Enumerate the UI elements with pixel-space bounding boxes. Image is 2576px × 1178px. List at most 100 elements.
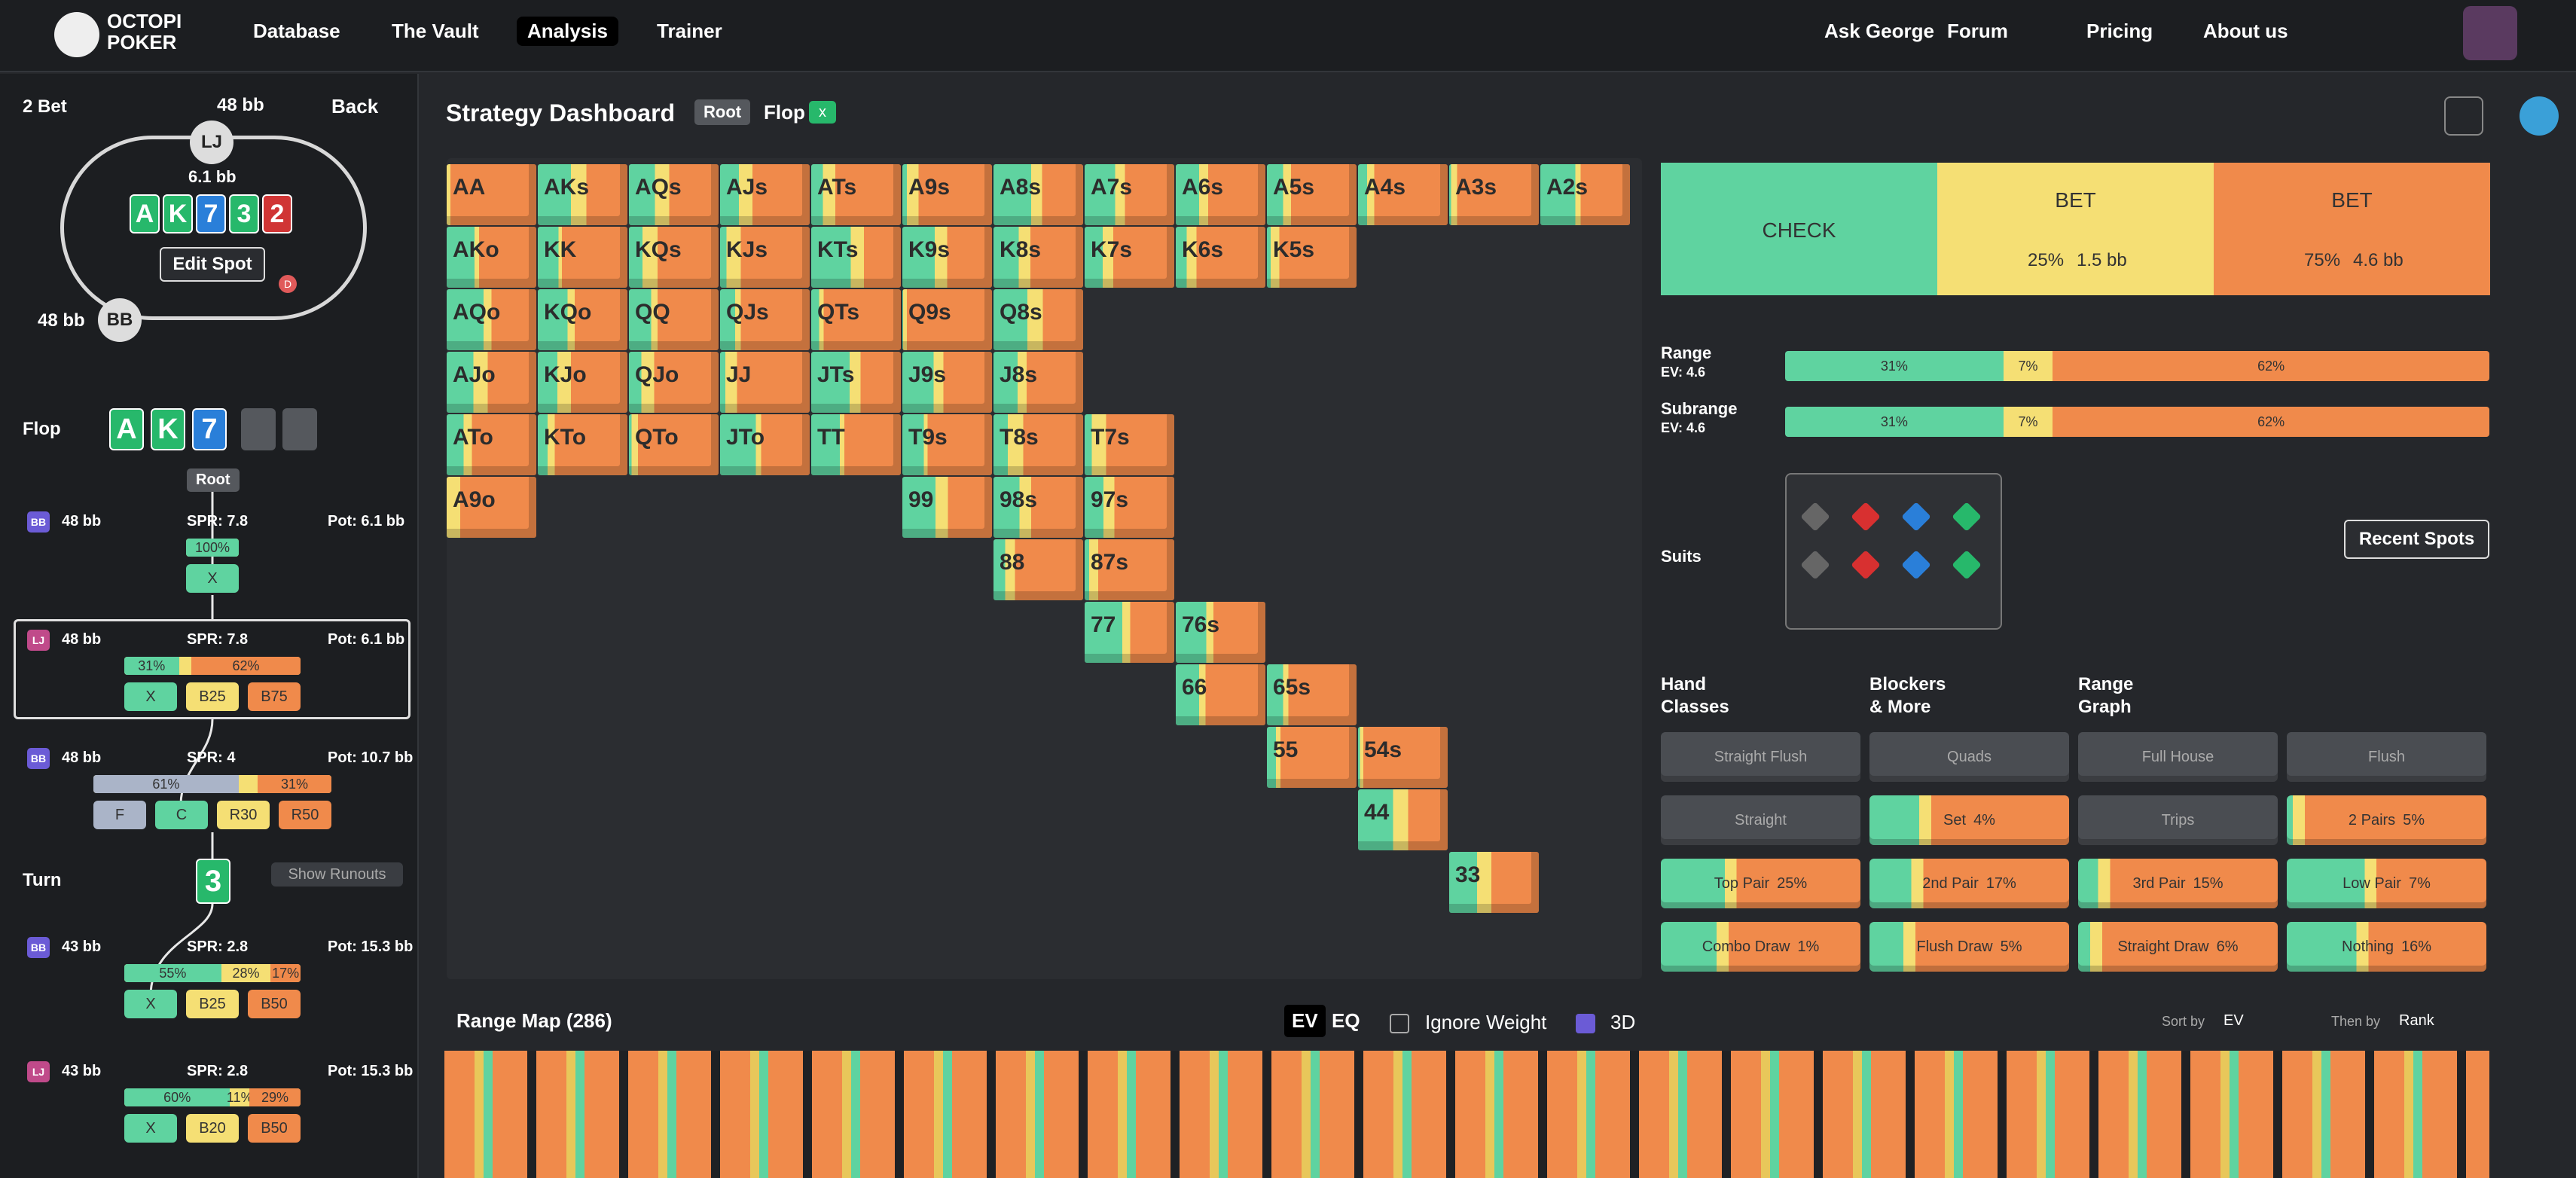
recent-spots-button[interactable]: Recent Spots <box>2344 520 2489 559</box>
hand-cell[interactable]: KQs <box>629 227 719 288</box>
class-button[interactable]: 2nd Pair 17% <box>1869 859 2069 908</box>
hand-cell[interactable]: 33 <box>1449 852 1539 913</box>
hand-cell[interactable]: TT <box>811 414 901 475</box>
action-button[interactable]: X <box>186 564 239 593</box>
action-button[interactable]: B25 <box>186 682 239 711</box>
hand-cell[interactable]: A3s <box>1449 164 1539 225</box>
hand-cell[interactable]: 98s <box>993 477 1083 538</box>
hand-cell[interactable]: K7s <box>1085 227 1174 288</box>
action-button[interactable]: C <box>155 801 208 829</box>
class-button[interactable]: 3rd Pair 15% <box>2078 859 2278 908</box>
hand-cell[interactable]: A2s <box>1540 164 1630 225</box>
nav-link[interactable]: Forum <box>1947 20 2008 42</box>
hand-cell[interactable]: K5s <box>1267 227 1357 288</box>
user-icon[interactable] <box>2520 96 2559 136</box>
action-button[interactable]: R50 <box>279 801 331 829</box>
hand-cell[interactable]: QTs <box>811 289 901 350</box>
hand-cell[interactable]: A5s <box>1267 164 1357 225</box>
hand-cell[interactable]: A9o <box>447 477 536 538</box>
hand-cell[interactable]: KTo <box>538 414 627 475</box>
hand-cell[interactable]: 66 <box>1176 664 1265 725</box>
class-button[interactable]: 2 Pairs 5% <box>2287 795 2486 845</box>
nav-link[interactable]: About us <box>2203 20 2288 42</box>
hand-cell[interactable]: Q9s <box>902 289 992 350</box>
class-button[interactable]: Top Pair 25% <box>1661 859 1860 908</box>
hand-cell[interactable]: A4s <box>1358 164 1448 225</box>
hand-cell[interactable]: 76s <box>1176 602 1265 663</box>
hand-cell[interactable]: AKo <box>447 227 536 288</box>
crumb[interactable]: Root <box>694 99 751 125</box>
class-tab[interactable]: Classes <box>1661 697 1729 717</box>
hand-cell[interactable]: QTo <box>629 414 719 475</box>
selected-node[interactable] <box>14 619 411 719</box>
show-runouts-button[interactable]: Show Runouts <box>271 862 403 887</box>
hand-cell[interactable]: KK <box>538 227 627 288</box>
hand-cell[interactable]: A8s <box>993 164 1083 225</box>
action-button[interactable]: B75 <box>248 682 301 711</box>
class-tab[interactable]: Graph <box>2078 697 2132 717</box>
class-tab[interactable]: Blockers <box>1869 674 1946 694</box>
nav-link[interactable]: Ask George <box>1824 20 1934 42</box>
hand-cell[interactable]: QJs <box>720 289 810 350</box>
hand-cell[interactable]: T9s <box>902 414 992 475</box>
action-button[interactable]: X <box>124 990 177 1018</box>
action-box[interactable] <box>1661 163 1937 295</box>
class-button[interactable]: Low Pair 7% <box>2287 859 2486 908</box>
hand-cell[interactable]: 44 <box>1358 789 1448 850</box>
hand-cell[interactable]: KTs <box>811 227 901 288</box>
class-tab[interactable]: Hand <box>1661 674 1706 694</box>
suits-box[interactable] <box>1785 473 2002 630</box>
hand-cell[interactable]: A9s <box>902 164 992 225</box>
class-tab[interactable]: Range <box>2078 674 2134 694</box>
action-button[interactable]: B20 <box>186 1114 239 1143</box>
hand-cell[interactable]: 55 <box>1267 727 1357 788</box>
range-map-title[interactable]: Range Map (286) <box>456 1009 612 1032</box>
hand-cell[interactable]: Q8s <box>993 289 1083 350</box>
hand-cell[interactable]: KQo <box>538 289 627 350</box>
action-button[interactable]: R30 <box>217 801 270 829</box>
class-button[interactable]: Straight <box>1661 795 1860 845</box>
hand-cell[interactable]: K8s <box>993 227 1083 288</box>
action-button[interactable]: B50 <box>248 990 301 1018</box>
nav-link[interactable]: Trainer <box>657 20 722 42</box>
hand-cell[interactable]: J9s <box>902 352 992 413</box>
hand-cell[interactable]: AJo <box>447 352 536 413</box>
avatar[interactable] <box>2463 6 2517 60</box>
hand-cell[interactable]: AA <box>447 164 536 225</box>
nav-link[interactable]: The Vault <box>392 20 479 42</box>
hand-cell[interactable]: K9s <box>902 227 992 288</box>
action-button[interactable]: B25 <box>186 990 239 1018</box>
toggle[interactable]: EQ <box>1332 1009 1360 1032</box>
action-box[interactable] <box>2214 163 2490 295</box>
hand-cell[interactable]: J8s <box>993 352 1083 413</box>
nav-link[interactable]: Analysis <box>517 17 618 46</box>
hand-cell[interactable]: K6s <box>1176 227 1265 288</box>
hand-cell[interactable]: JJ <box>720 352 810 413</box>
action-box[interactable] <box>1937 163 2214 295</box>
class-button[interactable]: Trips <box>2078 795 2278 845</box>
action-button[interactable]: X <box>124 1114 177 1143</box>
hand-cell[interactable]: JTo <box>720 414 810 475</box>
class-button[interactable]: Straight Draw 6% <box>2078 922 2278 972</box>
hand-cell[interactable]: JTs <box>811 352 901 413</box>
nav-link[interactable]: Database <box>253 20 340 42</box>
class-button[interactable]: Flush <box>2287 732 2486 782</box>
street-dropdown[interactable]: Flop <box>23 419 61 439</box>
class-tab[interactable]: & More <box>1869 697 1931 717</box>
hand-cell[interactable]: 54s <box>1358 727 1448 788</box>
hand-cell[interactable]: 88 <box>993 539 1083 600</box>
action-button[interactable]: X <box>124 682 177 711</box>
class-button[interactable]: Set 4% <box>1869 795 2069 845</box>
crumb[interactable]: Flop <box>764 101 805 124</box>
refresh-button[interactable] <box>2444 96 2483 136</box>
class-button[interactable]: Quads <box>1869 732 2069 782</box>
hand-cell[interactable]: QJo <box>629 352 719 413</box>
nav-link[interactable]: Pricing <box>2086 20 2153 42</box>
logo-icon[interactable] <box>54 12 99 57</box>
toggle[interactable]: EV <box>1284 1005 1326 1037</box>
hand-cell[interactable]: AQo <box>447 289 536 350</box>
hand-cell[interactable]: AJs <box>720 164 810 225</box>
hand-cell[interactable]: T8s <box>993 414 1083 475</box>
class-button[interactable]: Straight Flush <box>1661 732 1860 782</box>
hand-cell[interactable]: ATo <box>447 414 536 475</box>
